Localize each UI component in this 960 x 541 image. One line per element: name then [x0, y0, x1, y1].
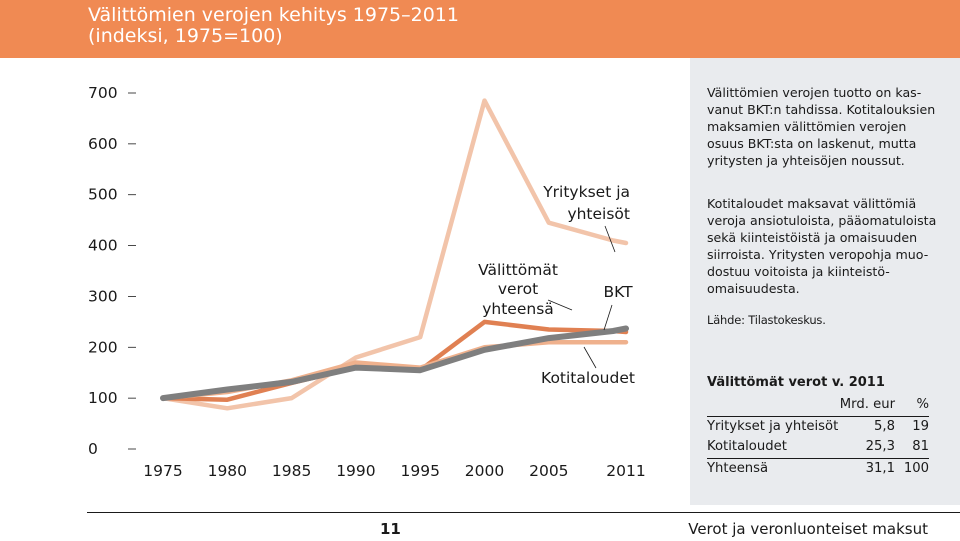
x-tick-label: 2000: [465, 462, 504, 480]
label-kotitaloudet: Kotitaloudet: [541, 369, 635, 387]
para1-line: maksamien välittömien verojen: [707, 119, 907, 134]
chart-annotations: Yritykset ja yhteisöt Välittömät verot y…: [478, 183, 635, 387]
info-paragraph-2: Kotitaloudet maksavat välittömiä veroja …: [707, 195, 952, 297]
table-header-mrd: Mrd. eur: [839, 397, 895, 412]
label-yritykset-line2: yhteisöt: [567, 205, 630, 223]
table-cell: 25,3: [865, 439, 895, 454]
x-tick-label: 2005: [529, 462, 568, 480]
y-tick-label: 400: [88, 237, 118, 255]
leader-kotitaloudet: [583, 346, 597, 369]
table-title: Välittömät verot v. 2011: [707, 375, 885, 390]
table-divider: [707, 458, 929, 459]
table-cell: Yritykset ja yhteisöt: [707, 419, 839, 434]
label-valittomat-line2: verot: [498, 280, 538, 298]
info-panel: [690, 58, 960, 505]
y-tick-label: 100: [88, 389, 118, 407]
y-tick-label: 600: [88, 135, 118, 153]
label-yritykset-line1: Yritykset ja: [542, 183, 630, 201]
y-tick-label: 200: [88, 338, 118, 356]
leader-valittomat: [547, 299, 573, 311]
page-number: 11: [380, 520, 401, 538]
table-total-row: Yhteensä 31,1 100: [707, 461, 929, 480]
para2-line: Kotitaloudet maksavat välittömiä: [707, 196, 917, 211]
table-row: Yritykset ja yhteisöt 5,8 19: [707, 419, 929, 438]
table-cell: Kotitaloudet: [707, 439, 787, 454]
para2-line: siirroista. Yritysten veropohja muo-: [707, 247, 929, 262]
table-cell: 81: [912, 439, 929, 454]
table-cell: 31,1: [865, 461, 895, 476]
para1-line: Välittömien verojen tuotto on kas-: [707, 85, 922, 100]
x-tick-label: 1980: [208, 462, 247, 480]
para1-line: yritysten ja yhteisöjen noussut.: [707, 153, 905, 168]
x-tick-label: 1990: [336, 462, 375, 480]
x-tick-label: 1995: [400, 462, 439, 480]
y-tick-label: 700: [88, 84, 118, 102]
x-tick-label: 1975: [143, 462, 182, 480]
chart-title-line2: (indeksi, 1975=100): [88, 25, 283, 47]
y-axis-ticks: 0 100 200 300 400 500 600 700: [88, 84, 136, 458]
chart-series: [160, 98, 629, 411]
x-tick-label: 2011: [606, 462, 645, 480]
table-header-pct: %: [916, 397, 929, 412]
para1-line: vanut BKT:n tahdissa. Kotitalouksien: [707, 102, 936, 117]
para2-line: dostuu voitoista ja kiinteistö-: [707, 264, 890, 279]
table-cell: 5,8: [874, 419, 895, 434]
table-cell: Yhteensä: [707, 461, 769, 476]
table-header-row: Mrd. eur %: [707, 397, 929, 416]
table-cell: 19: [912, 419, 929, 434]
y-tick-label: 0: [88, 440, 98, 458]
footer-divider: [87, 512, 960, 513]
para1-line: osuus BKT:sta on laskenut, mutta: [707, 136, 917, 151]
header-banner: Välittömien verojen kehitys 1975–2011 (i…: [0, 0, 960, 58]
table-divider: [707, 416, 929, 417]
source-note: Lähde: Tilastokeskus.: [707, 313, 826, 327]
para2-line: sekä kiinteistöistä ja omaisuuden: [707, 230, 918, 245]
y-tick-label: 500: [88, 186, 118, 204]
series-line-3: [160, 325, 629, 402]
chart-title-line1: Välittömien verojen kehitys 1975–2011: [88, 4, 459, 26]
footer-title: Verot ja veronluonteiset maksut: [688, 520, 928, 538]
para2-line: veroja ansiotuloista, pääomatuloista: [707, 213, 937, 228]
x-axis-ticks: 1975 1980 1985 1990 1995 2000 2005 2011: [143, 462, 645, 480]
y-tick-label: 300: [88, 287, 118, 305]
series-line-0: [160, 98, 629, 411]
para2-line: omaisuudesta.: [707, 281, 800, 296]
label-valittomat-line3: yhteensä: [482, 300, 554, 318]
info-paragraph-1: Välittömien verojen tuotto on kas- vanut…: [707, 84, 952, 169]
leader-yritykset: [604, 225, 616, 253]
leader-bkt: [603, 304, 613, 331]
table-cell: 100: [903, 461, 929, 476]
label-bkt: BKT: [603, 283, 633, 301]
label-valittomat-line1: Välittömät: [478, 261, 558, 279]
x-tick-label: 1985: [272, 462, 311, 480]
table-row: Kotitaloudet 25,3 81: [707, 439, 929, 458]
